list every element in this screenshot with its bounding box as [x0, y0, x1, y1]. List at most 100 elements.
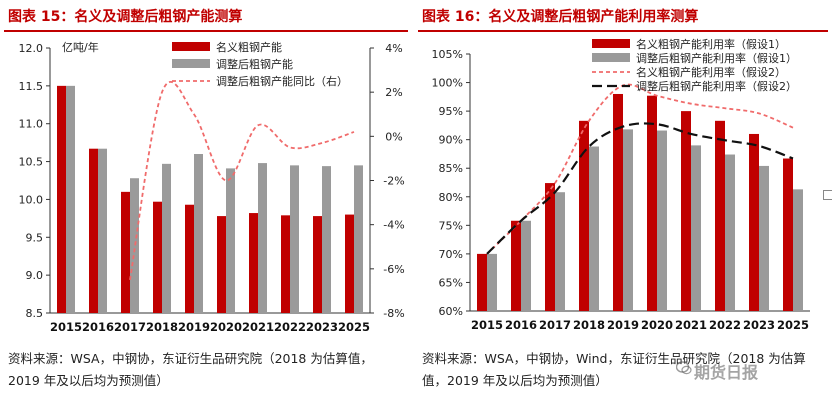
y-tick-label: 75% [439, 219, 463, 232]
bar-adjusted [322, 166, 331, 313]
bar-nominal [121, 191, 130, 313]
x-tick-label: 2015 [471, 318, 503, 332]
bar-adjusted [258, 163, 267, 313]
bar-adjusted [66, 85, 75, 313]
chart-title: 图表 15：名义及调整后粗钢产能测算 [8, 9, 243, 25]
bar-adjusted [290, 165, 299, 313]
bar-nominal [313, 216, 322, 313]
legend-label: 调整后粗钢产能 [216, 57, 293, 71]
y-tick-label: 80% [439, 191, 463, 204]
y-right-tick-label: -2% [383, 175, 404, 188]
y-tick-label: 105% [432, 48, 463, 61]
y-right-tick-label: -8% [383, 307, 404, 320]
panel-divider [411, 0, 413, 404]
y-right-tick-label: -4% [383, 219, 404, 232]
bar-nominal [783, 158, 793, 311]
x-tick-label: 2023 [306, 320, 338, 334]
x-tick-label: 2019 [607, 318, 639, 332]
y-tick-label: 8.5 [26, 307, 44, 320]
legend-label: 调整后粗钢产能利用率（假设1） [636, 51, 797, 65]
bar-nominal [715, 120, 725, 311]
legend-swatch [592, 53, 630, 62]
bar-adjusted [725, 154, 735, 311]
bar-adjusted [521, 220, 531, 311]
y-tick-label: 70% [439, 248, 463, 261]
x-tick-label: 2023 [743, 318, 775, 332]
bar-nominal [249, 213, 258, 313]
series-line [486, 122, 794, 255]
legend-swatch [172, 59, 210, 68]
y-tick-label: 10.0 [19, 193, 44, 206]
x-tick-label: 2022 [709, 318, 741, 332]
y-right-tick-label: 0% [385, 130, 402, 143]
y-right-tick-label: -6% [383, 263, 404, 276]
bar-adjusted [793, 189, 803, 311]
y-tick-label: 85% [439, 162, 463, 175]
legend-label: 名义粗钢产能利用率（假设2） [636, 65, 786, 79]
title-rule [4, 30, 408, 32]
y-tick-label: 9.5 [26, 231, 44, 244]
x-tick-label: 2017 [539, 318, 571, 332]
x-tick-label: 2022 [274, 320, 306, 334]
x-tick-label: 2025 [777, 318, 809, 332]
y-tick-label: 60% [439, 305, 463, 318]
chart-title: 图表 16：名义及调整后粗钢产能利用率测算 [422, 9, 699, 25]
y-unit-label: 亿吨/年 [62, 40, 99, 54]
bar-nominal [281, 215, 290, 313]
bar-adjusted [691, 145, 701, 311]
y-tick-label: 11.5 [19, 80, 44, 93]
bar-nominal [545, 183, 555, 311]
bar-adjusted [98, 148, 107, 313]
bar-adjusted [354, 165, 363, 313]
bar-nominal [477, 253, 487, 311]
bar-adjusted [589, 146, 599, 311]
bar-adjusted [657, 130, 667, 311]
bar-nominal [89, 148, 98, 313]
bar-nominal [57, 85, 66, 313]
y-tick-label: 95% [439, 105, 463, 118]
y-tick-label: 9.0 [26, 269, 44, 282]
chart-panel-right: 图表 16：名义及调整后粗钢产能利用率测算 60% 65% 70% 75% 80% 85%… [414, 0, 832, 404]
title-rule [418, 30, 828, 32]
resize-handle-icon [823, 190, 832, 200]
bar-adjusted [555, 192, 565, 311]
y-tick-label: 65% [439, 276, 463, 289]
wechat-logo-icon [676, 361, 692, 375]
legend-swatch [592, 39, 630, 48]
bar-nominal [217, 216, 226, 313]
y-tick-label: 100% [432, 77, 463, 90]
chart-canvas: 60% 65% 70% 75% 80% 85% 90% 95% 100% 105% 2015 2016… [432, 37, 810, 332]
y-right-tick-label: 2% [385, 86, 402, 99]
bar-adjusted [162, 163, 171, 313]
x-tick-label: 2017 [114, 320, 146, 334]
x-tick-label: 2016 [82, 320, 114, 334]
series-line [129, 81, 355, 281]
bar-nominal [681, 111, 691, 311]
bar-nominal [345, 214, 354, 313]
bar-nominal [749, 133, 759, 311]
bar-adjusted [130, 178, 139, 313]
x-tick-label: 2025 [338, 320, 370, 334]
x-tick-label: 2021 [675, 318, 707, 332]
x-tick-label: 2016 [505, 318, 537, 332]
x-tick-label: 2018 [146, 320, 178, 334]
y-right-tick-label: 4% [385, 42, 402, 55]
bar-adjusted [194, 154, 203, 313]
y-tick-label: 90% [439, 134, 463, 147]
legend-label: 名义粗钢产能 [216, 40, 282, 54]
y-tick-label: 10.5 [19, 156, 44, 169]
legend-label: 调整后粗钢产能利用率（假设2） [636, 79, 797, 93]
source-note: 资料来源：WSA，中钢协，Wind，东证衍生品研究院（2018 为估算值，201… [422, 351, 806, 388]
x-tick-label: 2020 [210, 320, 242, 334]
x-tick-label: 2021 [242, 320, 274, 334]
bar-adjusted [759, 165, 769, 311]
bar-adjusted [487, 253, 497, 311]
bar-nominal [511, 220, 521, 311]
bar-nominal [185, 204, 194, 313]
bar-adjusted [226, 168, 235, 313]
watermark: 期货日报 [694, 363, 759, 382]
y-tick-label: 12.0 [19, 42, 44, 55]
bar-nominal [579, 120, 589, 311]
x-tick-label: 2015 [50, 320, 82, 334]
x-tick-label: 2019 [178, 320, 210, 334]
